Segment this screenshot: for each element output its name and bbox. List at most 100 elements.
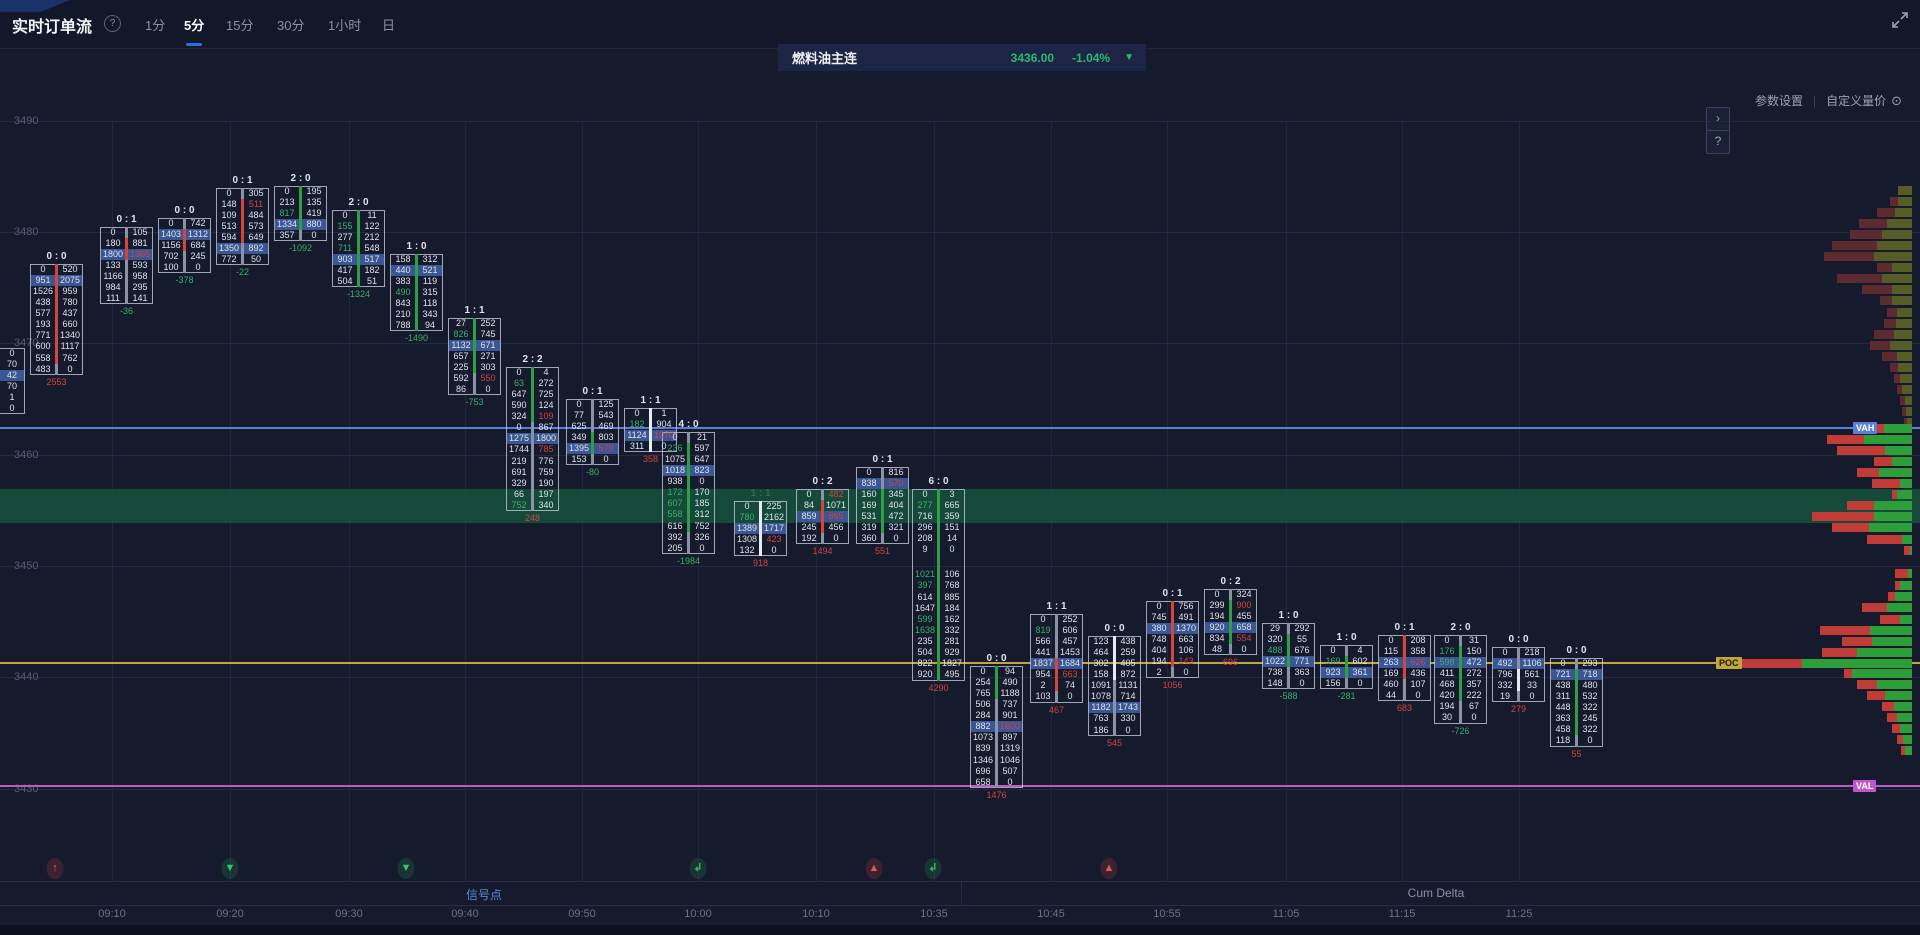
profile-buy-bar (1882, 273, 1912, 283)
chevron-down-icon[interactable]: ▼ (1124, 52, 1134, 63)
fullscreen-expand-icon[interactable] (1890, 10, 1910, 30)
ask-volume-cell: 626 (1410, 656, 1426, 667)
delta-label: 696 (1222, 657, 1239, 668)
x-axis-label: 10:10 (802, 908, 830, 920)
profile-sell-bar (1850, 229, 1882, 239)
tab-30分[interactable]: 30分 (277, 18, 305, 33)
profile-buy-bar (1902, 534, 1912, 544)
cum-delta-panel-label[interactable]: Cum Delta (1407, 886, 1465, 900)
profile-sell-bar (1877, 207, 1895, 217)
ask-volume-cell: 1800 (535, 433, 557, 444)
ask-volume-cell: 570 (888, 477, 904, 488)
bid-volume-cell: 155 (337, 220, 353, 231)
tab-日[interactable]: 日 (382, 18, 396, 33)
delta-label: 55 (1571, 748, 1582, 759)
bid-volume-cell: 158 (395, 253, 411, 264)
ask-volume-cell: 455 (1236, 610, 1252, 621)
ask-volume-cell: 0 (699, 542, 705, 553)
bid-volume-cell: 859 (801, 510, 817, 521)
footprint-imbalance-header: 2 : 0 (290, 172, 311, 184)
footprint-imbalance-header: 1 : 1 (1046, 600, 1067, 612)
ask-volume-cell: 252 (480, 317, 496, 328)
ask-volume-cell: 3 (949, 488, 955, 499)
side-help-button[interactable]: ? (1706, 130, 1730, 154)
candle-bar (759, 500, 762, 557)
help-icon[interactable]: ? (104, 15, 121, 32)
signal-panel-label[interactable]: 信号点 (465, 888, 503, 902)
bid-volume-cell: 1334 (276, 218, 298, 229)
candle-bar (1459, 634, 1462, 646)
profile-sell-bar (1884, 318, 1896, 328)
tab-1小时[interactable]: 1小时 (328, 18, 362, 33)
tab-1分[interactable]: 1分 (145, 18, 166, 33)
bottom-scroll-strip[interactable] (0, 925, 1920, 935)
instrument-selector[interactable]: 燃料油主连 3436.00 -1.04% ▼ (778, 44, 1146, 71)
tab-15分[interactable]: 15分 (226, 18, 254, 33)
profile-buy-bar (1874, 500, 1912, 510)
ask-volume-cell: 162 (944, 613, 960, 624)
signal-marker-up[interactable]: ↑ (46, 858, 64, 879)
profile-sell-bar (1900, 395, 1905, 405)
bid-volume-cell: 838 (861, 477, 877, 488)
ask-volume-cell: 272 (538, 377, 554, 388)
bid-volume-cell: 210 (395, 309, 411, 320)
param-settings-button[interactable]: 参数设置 (1754, 94, 1803, 108)
bid-volume-cell: 0 (1444, 634, 1450, 645)
profile-buy-bar (1902, 384, 1912, 394)
target-icon[interactable]: ⊙ (1891, 92, 1902, 108)
ask-volume-cell: 561 (1524, 668, 1540, 679)
ask-volume-cell: 762 (62, 352, 78, 363)
bid-volume-cell: 115 (1383, 645, 1399, 656)
profile-sell-bar (1902, 406, 1906, 416)
signal-marker-down[interactable]: ▼ (397, 858, 415, 879)
ask-volume-cell: 865 (828, 510, 844, 521)
profile-sell-bar (1862, 602, 1887, 612)
ask-volume-cell: 124 (538, 399, 554, 410)
bid-volume-cell: 0 (40, 263, 46, 274)
profile-buy-bar (1885, 445, 1912, 455)
signal-marker-down[interactable]: ▼ (221, 858, 239, 879)
profile-sell-bar (1862, 284, 1892, 294)
footprint-imbalance-header: 2 : 2 (522, 353, 543, 365)
ask-volume-cell: 823 (694, 464, 710, 475)
signal-marker-down[interactable]: ↳ (924, 858, 942, 879)
x-axis-label: 09:50 (568, 908, 596, 920)
custom-volume-price-button[interactable]: 自定义量价 (1826, 94, 1887, 108)
collapse-next-button[interactable]: › (1706, 107, 1730, 131)
bid-volume-cell: 1526 (32, 285, 54, 296)
val-tag: VAL (1853, 780, 1877, 792)
bid-volume-cell: 1837 (1032, 658, 1054, 669)
candle-bar (591, 431, 594, 455)
ask-volume-cell: 0 (603, 454, 609, 465)
ask-volume-cell: 1827 (941, 658, 963, 669)
bid-volume-cell: 319 (861, 522, 877, 533)
ask-volume-cell: 684 (190, 239, 206, 250)
ask-volume-cell: 94 (1004, 665, 1015, 676)
delta-label: -1490 (404, 333, 429, 344)
bid-volume-cell: 658 (975, 776, 991, 787)
ask-volume-cell: 472 (888, 511, 904, 522)
ask-volume-cell: 929 (944, 647, 960, 658)
ask-volume-cell: 901 (1002, 710, 1018, 721)
bid-volume-cell: 66 (513, 488, 524, 499)
signal-marker-up[interactable]: ▲ (865, 858, 883, 879)
ask-volume-cell: 218 (1524, 646, 1540, 657)
y-axis-label: 3460 (14, 448, 39, 461)
bid-volume-cell: 2 (1156, 667, 1162, 678)
ask-volume-cell: 245 (1582, 713, 1598, 724)
footprint-imbalance-header: 0 : 1 (582, 385, 603, 397)
ask-volume-cell: 141 (132, 293, 148, 304)
ask-volume-cell: 324 (1236, 588, 1252, 599)
signal-marker-up[interactable]: ▲ (1100, 858, 1118, 879)
y-axis-label: 3490 (14, 114, 39, 127)
ask-volume-cell: 507 (1002, 765, 1018, 776)
footprint-imbalance-header: 0 : 0 (986, 652, 1007, 664)
delta-label: -753 (465, 397, 484, 408)
tab-5分[interactable]: 5分 (184, 15, 204, 46)
signal-marker-down[interactable]: ↳ (689, 858, 707, 879)
footprint-imbalance-header: 4 : 0 (678, 418, 699, 430)
footprint-imbalance-header: 0 : 0 (1508, 633, 1529, 645)
bid-volume-cell: 468 (1439, 679, 1455, 690)
bid-volume-cell: 219 (511, 455, 527, 466)
x-axis-label: 11:05 (1272, 908, 1300, 920)
